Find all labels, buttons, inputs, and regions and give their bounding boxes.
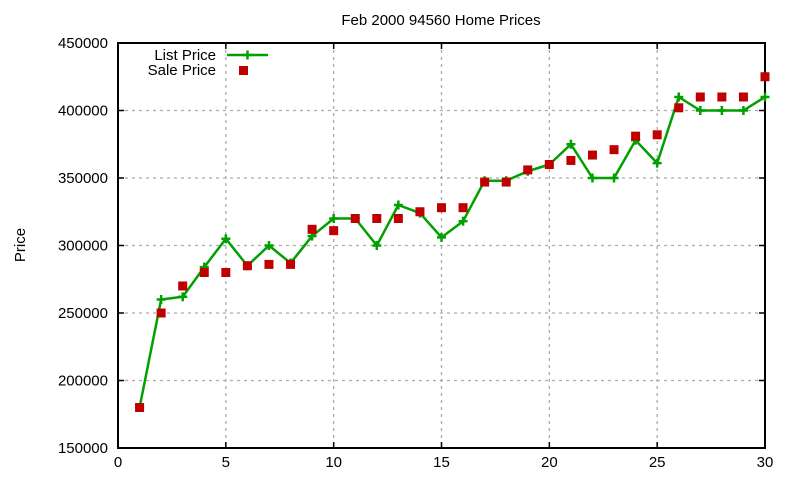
sale-price-marker [372,214,382,223]
y-tick-label: 150000 [58,440,108,457]
sale-price-marker [760,72,770,82]
sale-price-marker [609,145,619,155]
sale-price-marker [695,92,705,102]
series-layer [135,72,770,412]
sale-price-marker [221,268,231,277]
x-tick-label: 20 [541,454,558,471]
legend: List Price Sale Price [148,47,268,79]
x-tick-label: 25 [649,454,666,471]
sale-price-marker [307,224,317,234]
x-tick-label: 30 [757,454,774,471]
sale-price-marker [652,130,662,140]
sale-price-marker [178,281,188,291]
y-axis-label: Price [12,228,29,262]
sale-price-marker [415,207,425,217]
sale-price-marker [501,177,511,187]
y-tick-label: 250000 [58,305,108,322]
y-tick-label: 300000 [58,238,108,255]
series-list-price [135,92,770,412]
sale-price-marker [738,92,748,102]
grid-layer [118,43,765,448]
sale-price-marker [717,92,727,102]
sale-price-marker [329,226,339,236]
x-tick-label: 15 [433,454,450,471]
sale-price-marker [544,160,554,169]
sale-price-marker [350,214,360,223]
axis-layer: 0 5 10 15 20 25 30 150000 200000 250000 300000 3500… [58,35,773,471]
y-tick-label: 450000 [58,35,108,52]
sale-price-marker [437,203,446,213]
sale-price-marker [674,103,684,113]
sale-price-marker [480,177,490,187]
sale-price-marker [523,165,533,175]
sale-price-marker [156,308,166,318]
sale-price-marker [286,259,296,269]
legend-sample-square [239,66,248,75]
sale-price-marker [242,261,252,271]
y-tick-label: 200000 [58,373,108,390]
x-tick-label: 10 [325,454,342,471]
list-price-line [138,95,766,408]
sale-price-marker [393,214,403,223]
y-tick-label: 350000 [58,170,108,187]
sale-price-marker [631,131,641,141]
sale-price-marker [264,259,274,269]
x-tick-label: 5 [222,454,230,471]
sale-price-marker [199,268,209,277]
sale-price-marker [135,403,145,412]
series-sale-price [135,72,770,412]
legend-label-sale-price: Sale Price [148,62,216,79]
legend-label-list-price: List Price [154,47,216,64]
sale-price-marker [566,155,576,165]
sale-price-marker [458,203,468,213]
sale-price-marker [587,150,597,160]
x-tick-label: 0 [114,454,122,471]
y-tick-label: 400000 [58,103,108,120]
chart-title: Feb 2000 94560 Home Prices [341,12,540,29]
